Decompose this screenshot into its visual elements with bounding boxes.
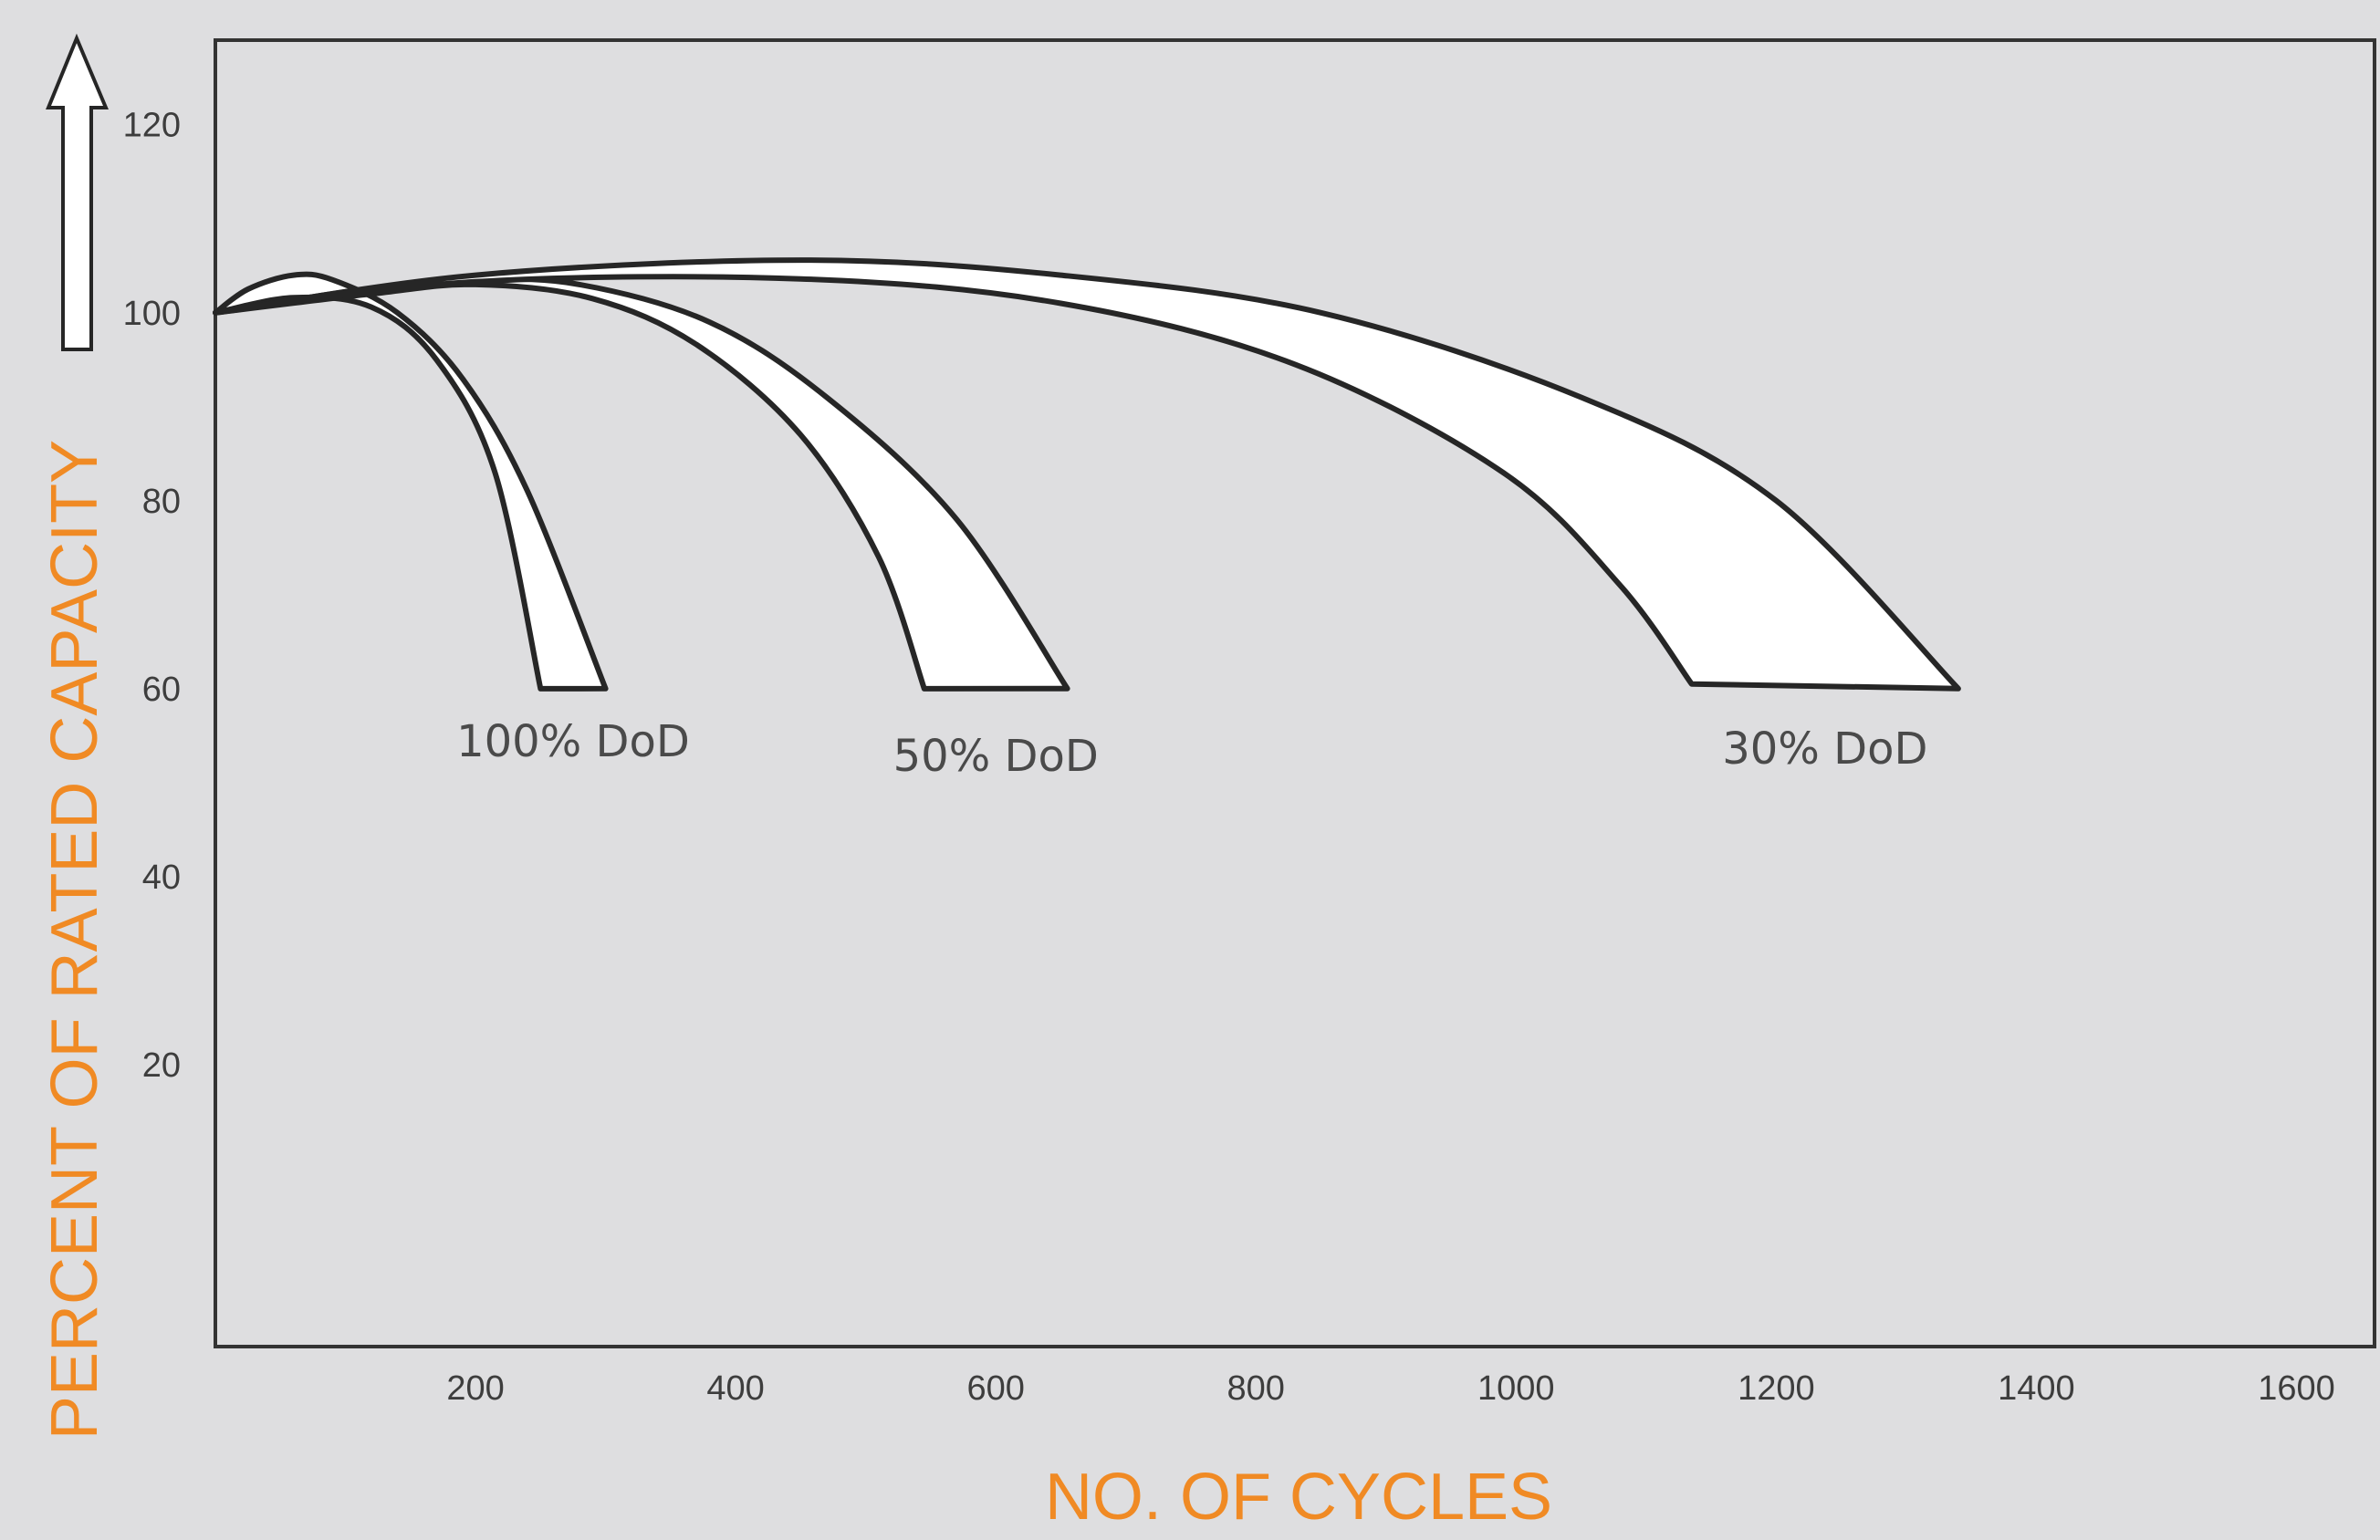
y-tick-label: 120 — [123, 107, 181, 145]
dod-label-2: 50% DoD — [893, 731, 1099, 782]
x-tick-label: 1600 — [2258, 1369, 2335, 1408]
plot-area — [214, 38, 2376, 1348]
y-tick-label: 80 — [142, 483, 181, 521]
y-axis-title: PERCENT OF RATED CAPACITY — [38, 440, 111, 1440]
x-tick-label: 800 — [1227, 1369, 1285, 1408]
dod-label-3: 30% DoD — [1722, 723, 1927, 775]
dod-band-1 — [213, 271, 609, 692]
x-tick-label: 1200 — [1738, 1369, 1815, 1408]
x-axis-ticks: 200 400 600 800 1000 1200 1400 1600 — [446, 1369, 2334, 1408]
plot-frame — [214, 38, 2376, 1348]
dod-band-2 — [213, 276, 1070, 692]
x-tick-label: 1000 — [1477, 1369, 1555, 1408]
y-tick-label: 60 — [142, 671, 181, 709]
x-tick-label: 600 — [966, 1369, 1024, 1408]
dod-band-3 — [213, 257, 1961, 692]
y-tick-label: 20 — [142, 1046, 181, 1085]
dod-bands — [213, 257, 1961, 692]
x-axis-title: NO. OF CYCLES — [1045, 1461, 1552, 1534]
dod-label-1: 100% DoD — [456, 716, 690, 767]
x-tick-label: 1400 — [1998, 1369, 2075, 1408]
y-tick-label: 40 — [142, 858, 181, 897]
y-axis-ticks: 20 40 60 80 100 120 — [123, 107, 181, 1085]
x-tick-label: 400 — [706, 1369, 764, 1408]
y-tick-label: 100 — [123, 295, 181, 333]
dod-labels: 100% DoD 50% DoD 30% DoD — [456, 716, 1927, 782]
x-tick-label: 200 — [446, 1369, 504, 1408]
up-arrow-icon — [46, 33, 110, 351]
